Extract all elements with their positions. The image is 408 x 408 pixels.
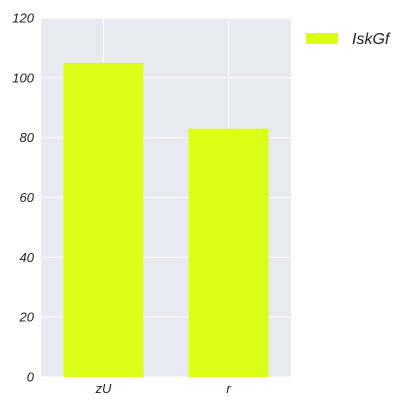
x-tick-label: r xyxy=(226,381,231,396)
y-tick-label: 80 xyxy=(20,130,35,145)
legend-swatch xyxy=(306,33,338,44)
x-axis-ticks: zU r xyxy=(95,381,232,396)
y-tick-label: 0 xyxy=(27,370,35,385)
y-tick-label: 120 xyxy=(12,11,34,26)
bar-zU xyxy=(63,62,144,377)
y-tick-label: 100 xyxy=(12,70,34,85)
x-tick-label: zU xyxy=(95,381,113,396)
bars xyxy=(63,62,269,377)
y-tick-label: 60 xyxy=(20,190,35,205)
y-axis-ticks: 0 20 40 60 80 100 120 xyxy=(12,11,34,385)
legend: IskGf xyxy=(306,31,391,48)
bar-r xyxy=(188,128,269,377)
legend-label: IskGf xyxy=(352,31,391,48)
y-tick-label: 40 xyxy=(20,250,35,265)
y-tick-label: 20 xyxy=(19,310,35,325)
